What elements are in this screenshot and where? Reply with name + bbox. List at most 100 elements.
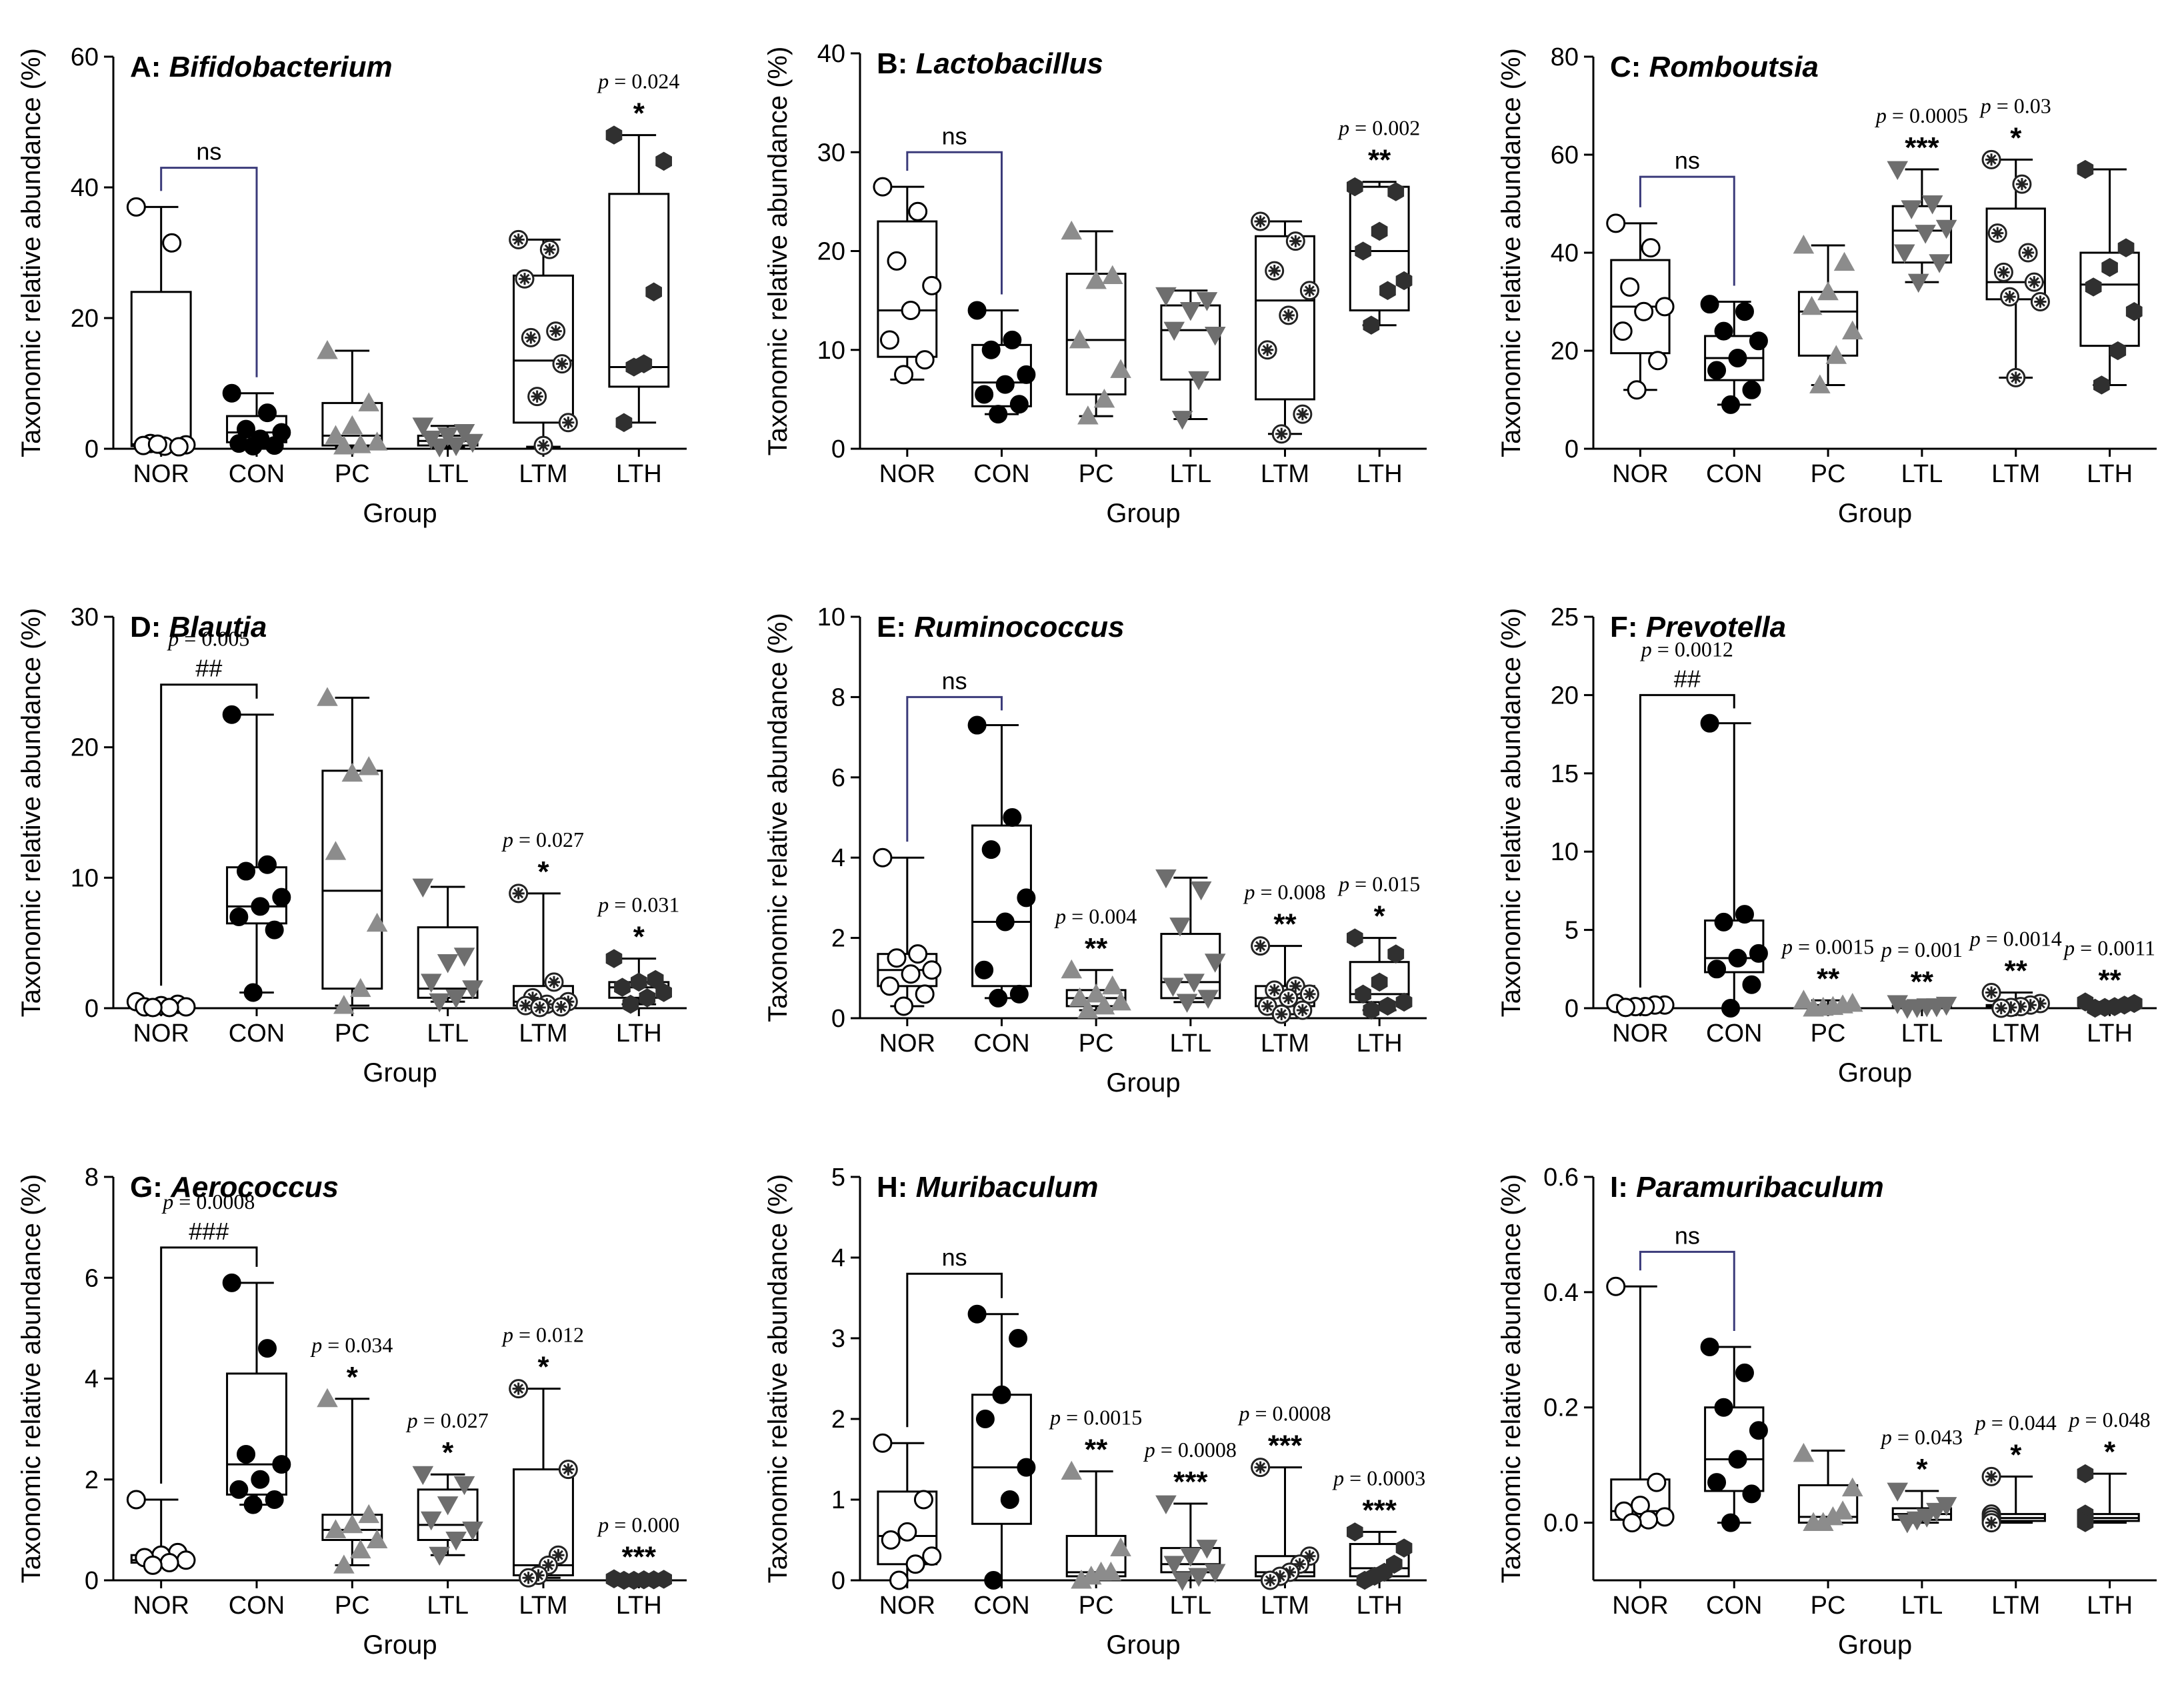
data-point (1639, 1510, 1659, 1530)
point-hatch (2024, 999, 2037, 1012)
y-tick-label: 40 (1551, 239, 1579, 267)
point-hatch (1261, 1000, 1274, 1013)
data-point (2012, 174, 2032, 194)
panel-genus: Muribaculum (916, 1171, 1099, 1204)
box-lth (605, 125, 672, 432)
point-hatch (2028, 276, 2041, 289)
data-point (325, 1519, 347, 1538)
data-point (1387, 182, 1405, 201)
data-point (1987, 223, 2007, 243)
p-value-label: p = 0.034 (310, 1333, 393, 1357)
y-axis-title: Taxonomic relative abundance (%) (763, 613, 793, 1022)
x-tick-label-nor: NOR (879, 1592, 935, 1620)
data-point (1700, 295, 1719, 314)
data-point (551, 997, 571, 1017)
x-tick-label-pc: PC (335, 460, 370, 488)
data-point (1265, 980, 1285, 1000)
data-point (552, 354, 572, 374)
point-hatch (526, 992, 539, 1004)
data-point (975, 1410, 995, 1428)
box-nor (1606, 994, 1675, 1018)
data-point (981, 340, 1001, 359)
significance-bracket (906, 1272, 1003, 1428)
panel-letter: F: (1610, 611, 1646, 643)
data-point (1071, 1570, 1092, 1589)
panel-letter: D: (130, 611, 169, 643)
data-point (1991, 998, 2011, 1018)
data-point (1981, 1466, 2001, 1486)
p-value-label: p = 0.044 (1974, 1410, 2057, 1434)
box-iqr (321, 769, 383, 990)
p-value: = 0.008 (1260, 880, 1325, 904)
x-tick-label-pc: PC (1811, 460, 1846, 488)
y-axis-title: Taxonomic relative abundance (%) (763, 47, 793, 456)
data-point (358, 392, 380, 411)
point-hatch (552, 1549, 565, 1562)
data-point (1728, 349, 1747, 368)
data-point (445, 437, 467, 457)
data-point (905, 1554, 925, 1574)
data-point (159, 1553, 179, 1573)
data-point (126, 197, 146, 217)
y-axis-title: Taxonomic relative abundance (%) (17, 48, 46, 457)
x-tick-label-ltl: LTL (427, 460, 469, 488)
significance-stars: * (537, 1351, 549, 1384)
y-tick-label: 8 (85, 1164, 99, 1192)
box-ltl (412, 878, 483, 1013)
x-tick-label-con: CON (1706, 460, 1762, 488)
data-point (143, 1555, 163, 1575)
data-point (1742, 975, 1761, 994)
p-value: = 0.0003 (1349, 1466, 1425, 1490)
data-point (1003, 330, 1022, 349)
data-point (1622, 1513, 1642, 1533)
data-point (1921, 195, 1943, 215)
data-point (1907, 273, 1929, 293)
data-point (989, 405, 1008, 424)
point-hatch (562, 1463, 575, 1476)
data-point (412, 878, 434, 898)
data-point (1707, 1473, 1727, 1492)
data-point (222, 383, 241, 403)
p-symbol: p (1332, 1466, 1349, 1490)
data-point (1803, 998, 1824, 1017)
x-tick-label-lth: LTH (1357, 1592, 1403, 1620)
box-pc (1061, 1460, 1131, 1589)
box-ltl (412, 1466, 483, 1566)
data-point (462, 1521, 483, 1541)
significance-bracket (160, 683, 258, 986)
data-point (257, 1339, 277, 1358)
significance-stars: *** (1362, 1494, 1397, 1526)
data-point (1196, 1540, 1218, 1559)
panel-letter: H: (877, 1171, 916, 1204)
data-point (1155, 869, 1177, 889)
data-point (453, 1476, 475, 1496)
data-point (873, 177, 893, 197)
x-tick-label-pc: PC (1079, 460, 1114, 488)
data-point (147, 434, 167, 454)
p-symbol: p (501, 1323, 519, 1347)
data-point (915, 984, 935, 1004)
data-point (1714, 1398, 1733, 1417)
panel-letter: I: (1610, 1171, 1636, 1204)
bracket-label: ## (195, 655, 222, 682)
data-point (1017, 365, 1036, 384)
data-point (1347, 177, 1363, 197)
point-hatch (1289, 980, 1302, 992)
data-point (515, 269, 535, 289)
data-point (1000, 1490, 1019, 1509)
data-point (558, 413, 578, 433)
data-point (922, 275, 942, 295)
data-point (2000, 287, 2020, 307)
y-tick-label: 0 (85, 1567, 99, 1595)
data-point (333, 435, 355, 455)
data-point (237, 862, 256, 881)
data-point (873, 848, 893, 868)
data-point (1832, 1500, 1853, 1520)
data-point (1265, 261, 1285, 281)
point-hatch (1274, 1570, 1287, 1583)
box-ltm (1251, 936, 1319, 1024)
bracket-p-value: p = 0.0008 (161, 1190, 255, 1214)
data-point (333, 995, 355, 1014)
x-tick-label-ltm: LTM (1261, 1030, 1309, 1058)
p-value-label: p = 0.0014 (1969, 927, 2062, 951)
